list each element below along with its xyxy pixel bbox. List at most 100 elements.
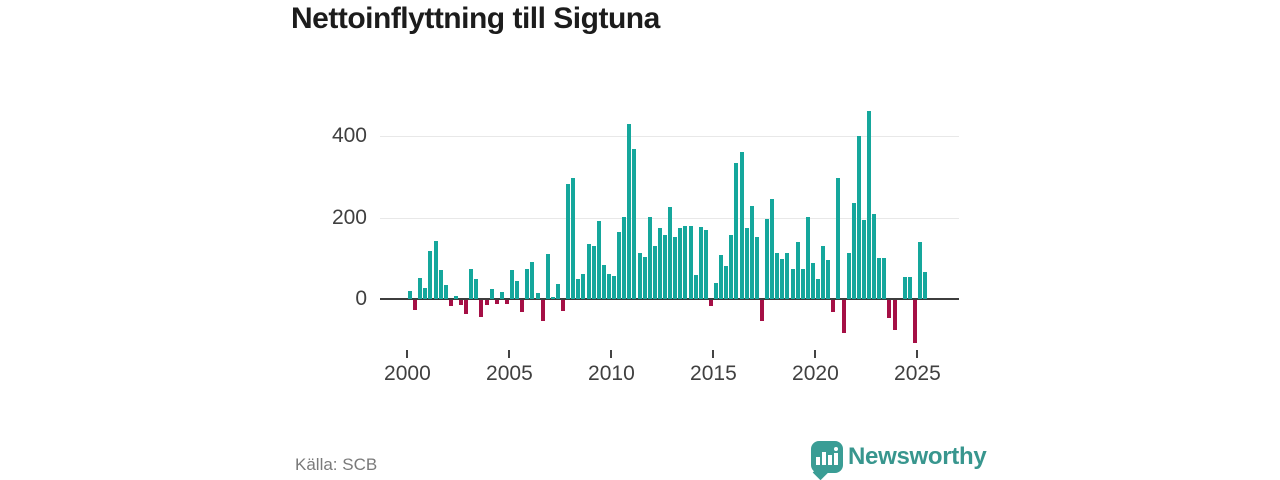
bar bbox=[612, 276, 616, 299]
bar bbox=[688, 226, 693, 299]
x-axis-tick-2010 bbox=[610, 350, 613, 358]
logo-exclamation-bar bbox=[834, 453, 838, 465]
x-axis-label-2000: 2000 bbox=[384, 362, 431, 385]
bar bbox=[571, 178, 576, 299]
logo-exclamation-dot bbox=[834, 447, 838, 451]
bar bbox=[739, 152, 744, 299]
bar bbox=[408, 291, 412, 299]
bar bbox=[780, 259, 785, 299]
bar bbox=[433, 241, 438, 299]
x-axis-tick-2005 bbox=[508, 350, 511, 358]
bar bbox=[453, 296, 458, 299]
bar bbox=[765, 219, 769, 299]
bar bbox=[596, 221, 601, 299]
bar bbox=[581, 274, 586, 299]
bar bbox=[872, 214, 877, 299]
bar bbox=[499, 292, 504, 299]
newsworthy-logo-icon bbox=[811, 441, 843, 480]
bar bbox=[734, 163, 739, 299]
bar bbox=[754, 237, 759, 299]
bar bbox=[693, 275, 698, 299]
bar bbox=[535, 293, 540, 299]
bar bbox=[443, 285, 448, 299]
bar bbox=[882, 258, 887, 299]
bar bbox=[759, 300, 764, 321]
bar bbox=[540, 300, 545, 321]
bar bbox=[484, 300, 489, 305]
bar bbox=[637, 253, 642, 299]
bar bbox=[775, 253, 780, 299]
bar bbox=[744, 228, 749, 299]
bar bbox=[719, 255, 724, 299]
bar bbox=[831, 300, 836, 312]
newsworthy-logo-text: Newsworthy bbox=[848, 443, 987, 470]
bar bbox=[887, 300, 892, 318]
bar bbox=[892, 300, 897, 330]
bar bbox=[800, 269, 805, 299]
y-axis-label-400: 400 bbox=[331, 124, 367, 148]
bar bbox=[714, 283, 718, 299]
x-axis-tick-2025 bbox=[916, 350, 919, 358]
bar bbox=[545, 254, 550, 299]
bar bbox=[617, 232, 622, 299]
logo-mini-bar-3 bbox=[828, 455, 832, 465]
bar bbox=[561, 300, 565, 311]
bar bbox=[856, 136, 861, 299]
bar bbox=[902, 277, 907, 299]
bar bbox=[566, 184, 571, 299]
gridline-400 bbox=[380, 136, 959, 138]
bar bbox=[586, 244, 591, 299]
x-axis-label-2020: 2020 bbox=[792, 362, 839, 385]
y-axis-label-200: 200 bbox=[331, 205, 367, 229]
bar bbox=[632, 149, 637, 299]
bar bbox=[877, 258, 882, 299]
bar bbox=[550, 297, 555, 299]
bar bbox=[729, 235, 734, 299]
bar bbox=[601, 265, 606, 299]
bar bbox=[678, 228, 683, 299]
bar bbox=[423, 288, 428, 299]
bar bbox=[622, 217, 627, 299]
bar bbox=[530, 262, 535, 299]
bar bbox=[515, 281, 520, 299]
bar bbox=[647, 217, 652, 299]
bar bbox=[841, 300, 846, 333]
bar bbox=[520, 300, 525, 312]
bar bbox=[795, 242, 800, 299]
bar bbox=[657, 228, 662, 299]
x-axis-label-2005: 2005 bbox=[486, 362, 533, 385]
source-note: Källa: SCB bbox=[295, 455, 378, 474]
bar bbox=[836, 178, 841, 299]
chart-title: Nettoinflyttning till Sigtuna bbox=[291, 2, 660, 35]
bar bbox=[459, 300, 463, 305]
bar bbox=[821, 246, 826, 299]
bar bbox=[606, 274, 611, 299]
bar bbox=[805, 217, 810, 299]
y-axis-label-0: 0 bbox=[355, 287, 367, 310]
bar bbox=[627, 124, 632, 299]
bar bbox=[810, 263, 815, 299]
bar bbox=[438, 270, 443, 299]
bar bbox=[907, 277, 912, 299]
bar bbox=[912, 300, 917, 343]
bar bbox=[861, 220, 866, 299]
bar bbox=[703, 230, 708, 299]
bar bbox=[785, 253, 790, 299]
bar bbox=[816, 279, 820, 299]
bar bbox=[867, 111, 871, 299]
bar bbox=[652, 246, 657, 299]
x-axis-zero-line bbox=[380, 298, 959, 300]
bar bbox=[749, 206, 754, 299]
bar bbox=[770, 199, 775, 299]
x-axis-label-2025: 2025 bbox=[894, 362, 941, 385]
bar bbox=[642, 257, 647, 299]
bar bbox=[464, 300, 469, 314]
bar bbox=[591, 246, 596, 299]
x-axis-tick-2020 bbox=[814, 350, 817, 358]
bar bbox=[918, 242, 922, 299]
bar bbox=[479, 300, 484, 317]
bar bbox=[504, 300, 509, 304]
bar bbox=[724, 266, 729, 299]
